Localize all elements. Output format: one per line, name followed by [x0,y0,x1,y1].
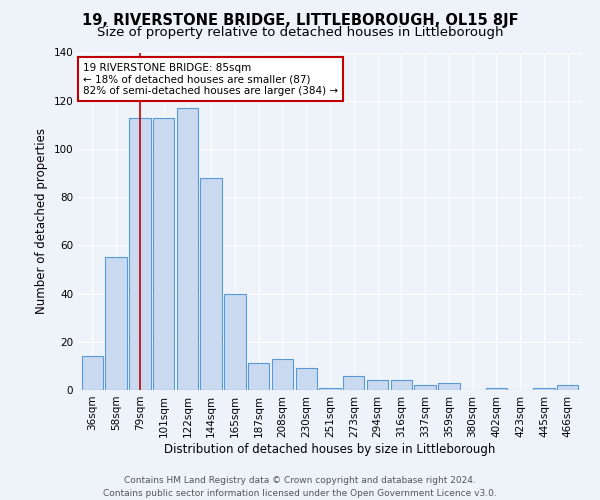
Bar [296,368,317,390]
Text: Contains HM Land Registry data © Crown copyright and database right 2024.
Contai: Contains HM Land Registry data © Crown c… [103,476,497,498]
Text: Size of property relative to detached houses in Littleborough: Size of property relative to detached ho… [97,26,503,39]
Text: 19 RIVERSTONE BRIDGE: 85sqm
← 18% of detached houses are smaller (87)
82% of sem: 19 RIVERSTONE BRIDGE: 85sqm ← 18% of det… [83,62,338,96]
Bar [200,178,222,390]
Bar [438,383,460,390]
Bar [272,358,293,390]
Bar [367,380,388,390]
Bar [319,388,341,390]
Bar [533,388,554,390]
Bar [129,118,151,390]
X-axis label: Distribution of detached houses by size in Littleborough: Distribution of detached houses by size … [164,442,496,456]
Bar [343,376,364,390]
Bar [557,385,578,390]
Bar [153,118,174,390]
Bar [486,388,507,390]
Y-axis label: Number of detached properties: Number of detached properties [35,128,48,314]
Bar [391,380,412,390]
Text: 19, RIVERSTONE BRIDGE, LITTLEBOROUGH, OL15 8JF: 19, RIVERSTONE BRIDGE, LITTLEBOROUGH, OL… [82,12,518,28]
Bar [224,294,245,390]
Bar [248,364,269,390]
Bar [82,356,103,390]
Bar [176,108,198,390]
Bar [415,385,436,390]
Bar [106,258,127,390]
